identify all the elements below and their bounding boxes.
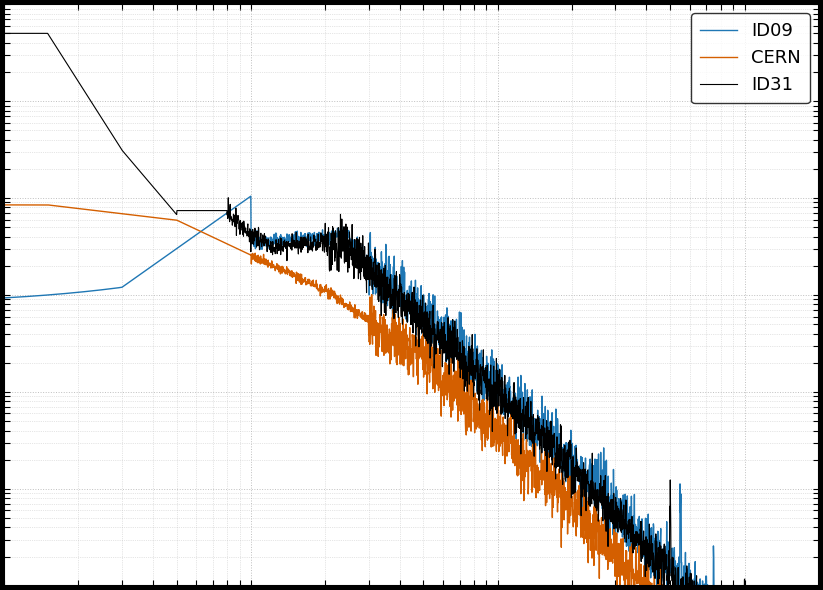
Legend: ID09, CERN, ID31: ID09, CERN, ID31 — [691, 13, 810, 103]
ID31 — [141, 174, 151, 181]
CERN — [0, 201, 9, 208]
CERN — [312, 285, 322, 292]
Line: ID09: ID09 — [4, 196, 819, 590]
Line: CERN: CERN — [4, 205, 819, 590]
ID09 — [141, 267, 151, 274]
CERN — [347, 306, 357, 313]
ID09 — [710, 588, 720, 590]
CERN — [141, 213, 151, 220]
ID31 — [347, 255, 357, 263]
ID31 — [0, 30, 9, 37]
ID09 — [92, 287, 102, 294]
Line: ID31: ID31 — [4, 34, 819, 590]
ID09 — [347, 236, 357, 243]
ID31 — [92, 107, 102, 114]
CERN — [92, 207, 102, 214]
ID09 — [312, 230, 322, 237]
ID09 — [246, 193, 256, 200]
ID31 — [312, 242, 322, 250]
ID09 — [0, 294, 9, 301]
